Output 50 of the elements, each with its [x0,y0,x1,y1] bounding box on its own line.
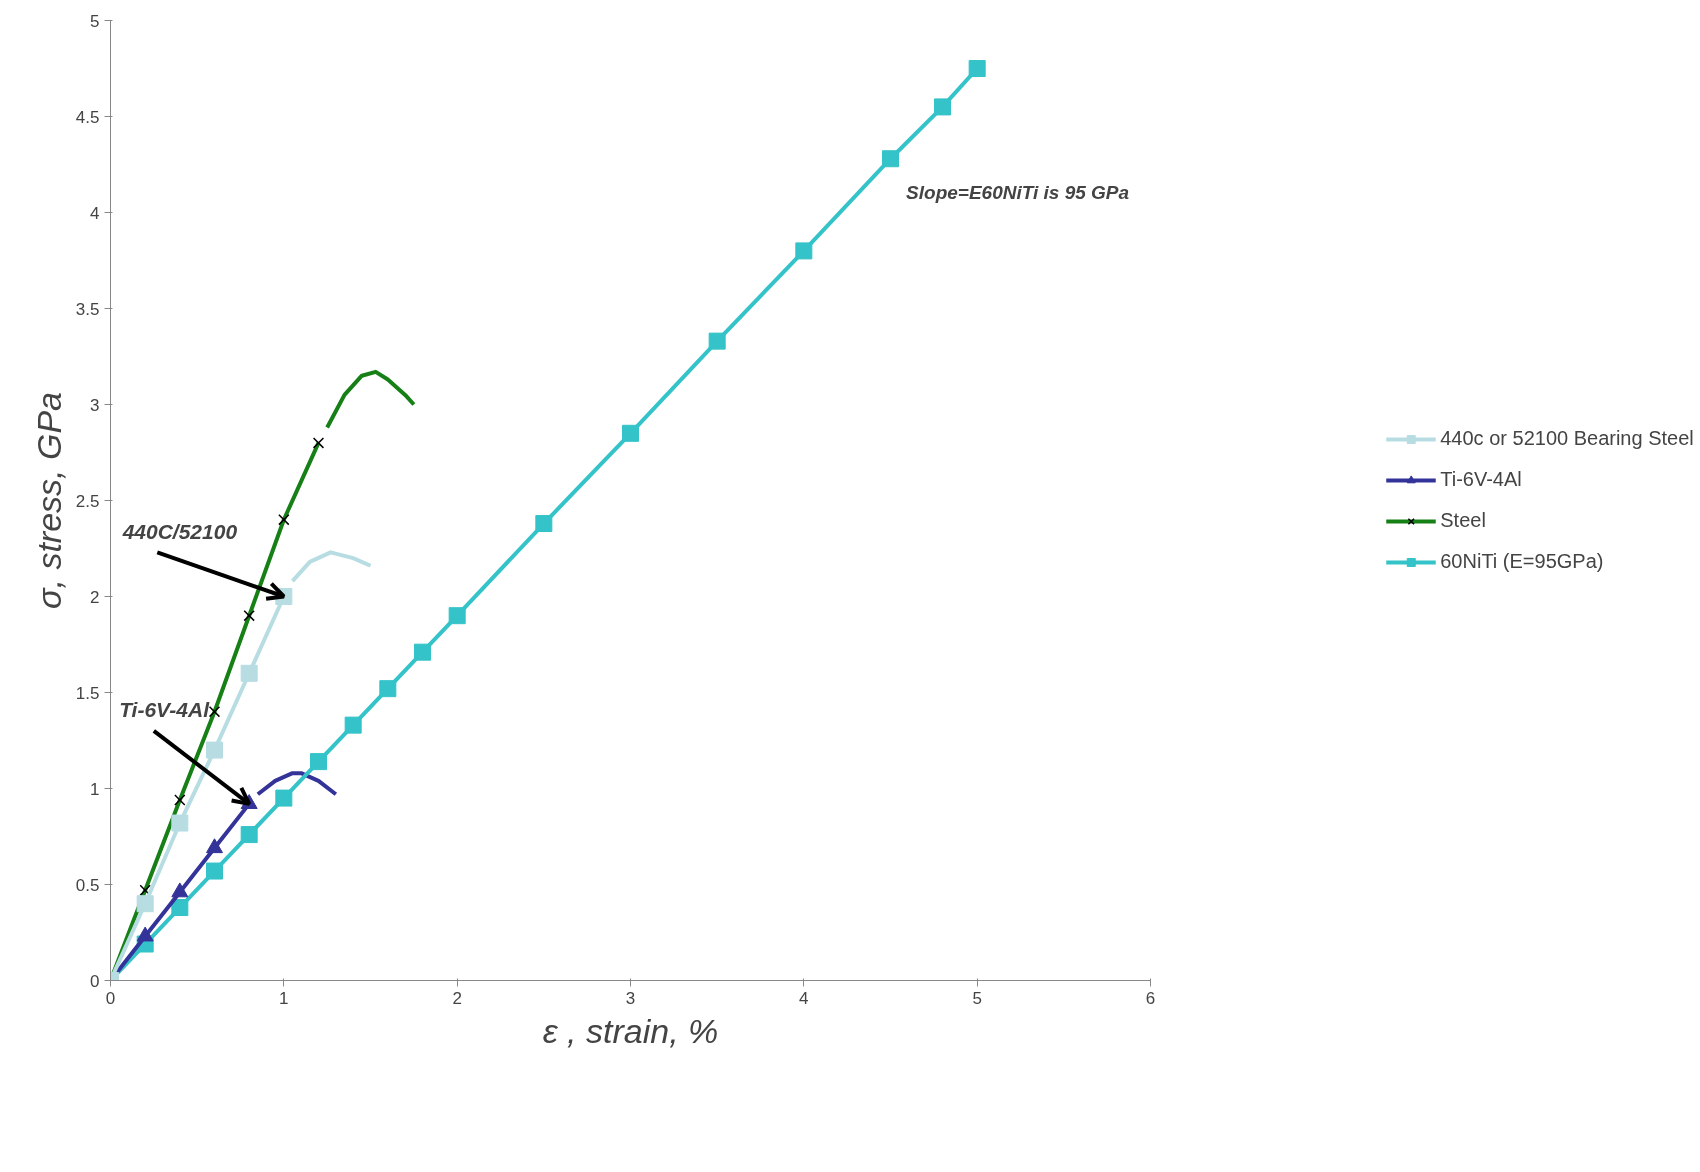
y-tick-label: 0 [90,971,100,991]
point [448,607,466,625]
point [622,424,639,442]
y-axis-title: σ, stress, GPa [29,392,68,609]
point [934,98,951,116]
y-tick-label: 1 [90,779,100,799]
annotation: 440C/52100 [121,519,238,543]
y-tick-label: 0.5 [75,875,100,895]
point [882,150,899,168]
x-tick-label: 2 [452,988,462,1008]
legend-label: Ti-6V-4Al [1440,468,1522,491]
y-tick-label: 4 [90,203,100,223]
point [414,643,431,661]
point [344,716,362,734]
y-tick-label: 5 [90,11,100,31]
y-tick-label: 3 [90,395,100,415]
x-axis-title: ε , strain, % [542,1011,719,1050]
point [795,242,813,260]
y-tick-label: 2.5 [75,491,100,511]
y-tick-label: 2 [90,587,100,607]
line-series [325,369,416,430]
line-series [290,550,373,584]
point [240,664,258,682]
point [206,862,223,880]
x-tick-label: 5 [972,988,982,1008]
annotation: Slope=E60NiTi is 95 GPa [906,181,1130,203]
point [708,332,726,350]
x-tick-label: 6 [1145,988,1156,1008]
point [136,895,154,913]
point [206,741,223,759]
legend-label: 60NiTi (E=95GPa) [1440,550,1604,573]
x-tick-label: 1 [279,988,289,1008]
point [206,838,223,854]
point [968,60,986,77]
y-tick-label: 1.5 [75,683,100,703]
point [171,899,189,917]
y-tick-label: 3.5 [75,299,100,319]
x-tick-label: 0 [105,988,116,1008]
annotation: Ti-6V-4Al [119,698,211,722]
point [535,515,553,533]
legend-label: Steel [1440,509,1486,532]
point [171,814,189,832]
x-tick-label: 4 [799,988,809,1008]
y-tick-label: 4.5 [75,107,100,127]
point [240,826,258,844]
x-tick-label: 3 [625,988,636,1008]
point [379,680,397,698]
point [275,789,293,807]
point [310,753,327,771]
legend-label: 440c or 52100 Bearing Steel [1440,427,1694,450]
